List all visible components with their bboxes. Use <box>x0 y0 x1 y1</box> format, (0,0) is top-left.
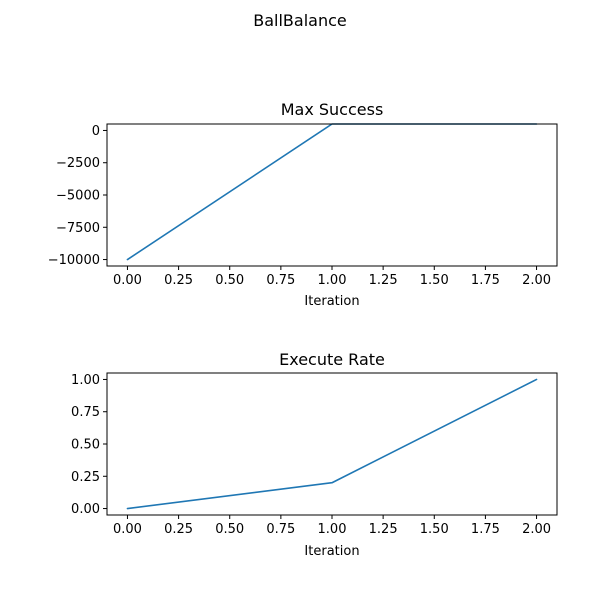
x-tick-label: 1.75 <box>471 273 500 288</box>
x-tick-label: 0.75 <box>266 522 295 537</box>
chart-title: Execute Rate <box>279 350 385 369</box>
x-tick-label: 0.75 <box>266 273 295 288</box>
x-tick-label: 1.25 <box>369 273 398 288</box>
x-tick-label: 1.75 <box>471 522 500 537</box>
x-tick-label: 1.50 <box>420 522 449 537</box>
series-line <box>126 378 538 510</box>
x-tick-label: 2.00 <box>522 522 551 537</box>
x-tick-label: 0.50 <box>215 522 244 537</box>
y-tick-label: 0.25 <box>71 470 100 485</box>
y-tick-label: 0 <box>92 124 100 139</box>
chart-title: Max Success <box>281 100 384 119</box>
x-tick-label: 0.00 <box>113 273 142 288</box>
x-tick-label: 1.00 <box>318 522 347 537</box>
figure-title: BallBalance <box>253 11 346 30</box>
x-tick-label: 1.00 <box>318 273 347 288</box>
y-tick-label: 0.50 <box>71 438 100 453</box>
execute-rate-chart: Execute Rate 0.00 0.25 0.50 0.75 1.00 1.25 1.5… <box>71 350 558 559</box>
y-tick-label: −2500 <box>56 156 100 171</box>
y-tick-label: 0.00 <box>71 502 100 517</box>
x-tick-label: 1.25 <box>369 522 398 537</box>
x-tick-label: 1.50 <box>420 273 449 288</box>
y-tick-label: −5000 <box>56 189 100 204</box>
series-line <box>126 123 538 261</box>
x-tick-label: 0.00 <box>113 522 142 537</box>
x-tick-label: 2.00 <box>522 273 551 288</box>
y-tick-label: 1.00 <box>71 373 100 388</box>
x-tick-label: 0.25 <box>164 273 193 288</box>
y-tick-label: −7500 <box>56 221 100 236</box>
x-tick-label: 0.50 <box>215 273 244 288</box>
x-tick-label: 0.25 <box>164 522 193 537</box>
plot-frame <box>106 372 558 516</box>
x-axis-label: Iteration <box>304 294 359 309</box>
y-tick-label: 0.75 <box>71 405 100 420</box>
y-tick-label: −10000 <box>48 253 100 268</box>
x-axis-label: Iteration <box>304 544 359 559</box>
plot-frame <box>106 123 558 267</box>
max-success-chart: Max Success 0.00 0.25 0.50 0.75 1.00 1.25 1.50… <box>48 100 558 309</box>
